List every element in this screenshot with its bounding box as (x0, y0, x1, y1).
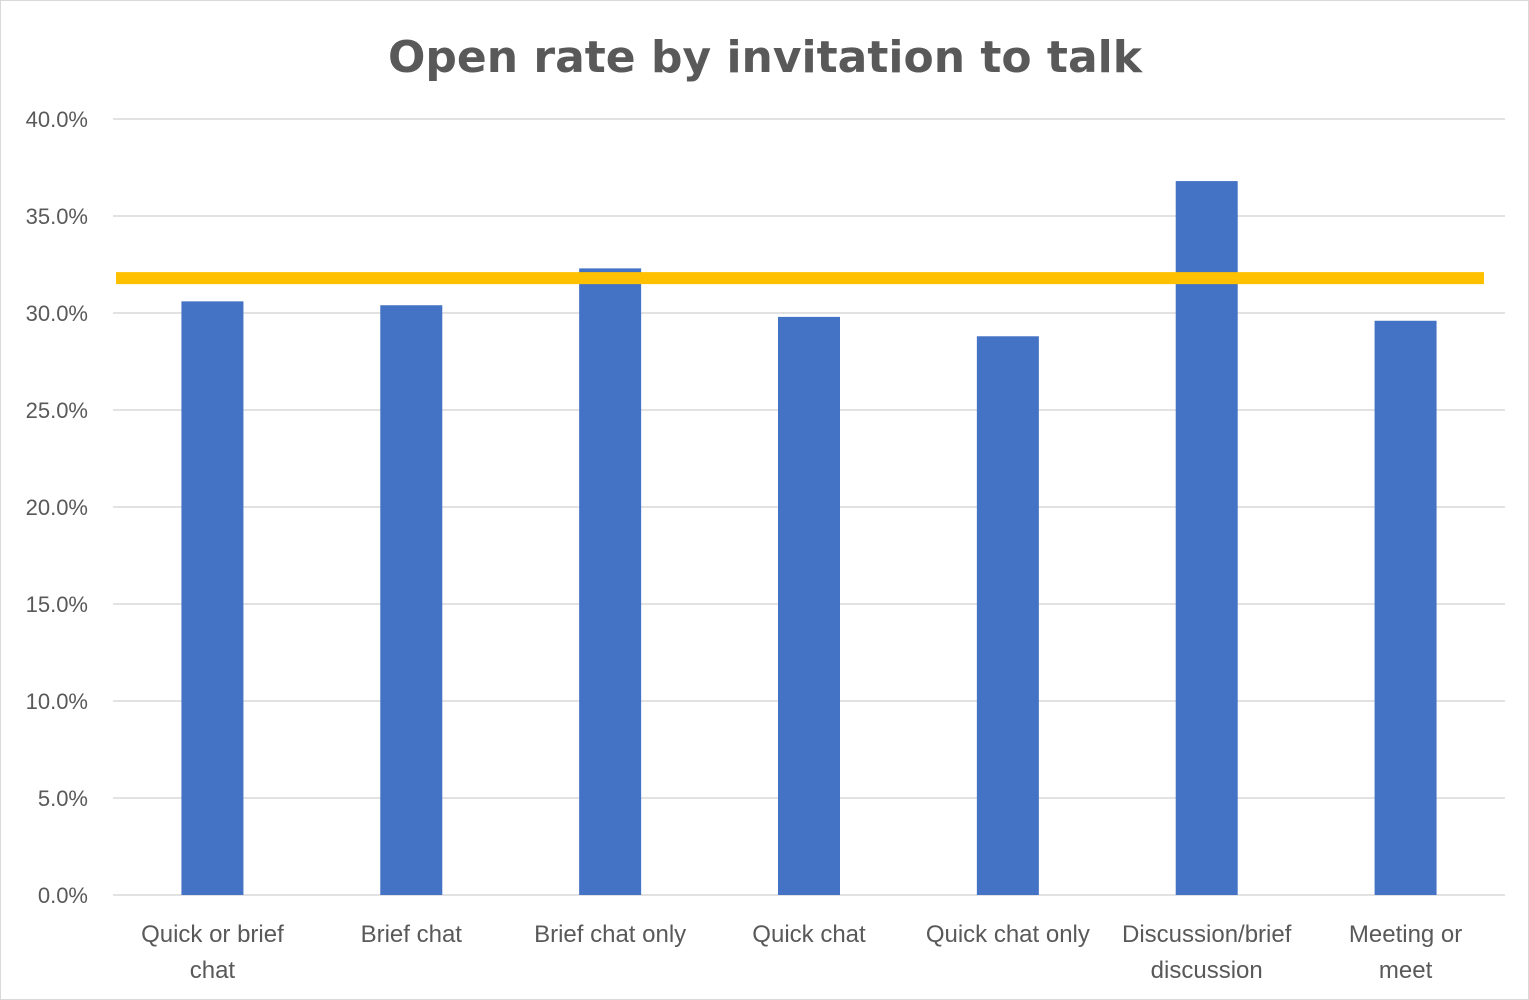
y-tick-label: 10.0% (26, 689, 88, 714)
y-axis-tick-labels: 0.0% 5.0% 10.0% 15.0% 20.0% 25.0% 30.0% 35.0% 40… (26, 107, 88, 908)
x-category-label: Brief chat only (534, 921, 686, 948)
x-axis-category-labels: Quick or brief chat Brief chat Brief chat o… (141, 921, 1462, 984)
x-category-label: chat (190, 957, 236, 984)
x-category-label: Quick chat (752, 921, 866, 948)
x-category-label: Quick chat only (926, 921, 1090, 948)
y-tick-label: 35.0% (26, 204, 88, 229)
bar (976, 336, 1039, 895)
bar (181, 301, 244, 895)
x-category-label: discussion (1151, 957, 1263, 984)
y-tick-label: 0.0% (38, 883, 88, 908)
bar (380, 305, 443, 895)
y-tick-label: 15.0% (26, 592, 88, 617)
x-category-label: meet (1379, 957, 1433, 984)
bar (1175, 181, 1238, 895)
x-category-label: Meeting or (1349, 921, 1462, 948)
bars (181, 181, 1437, 895)
bar (778, 316, 840, 895)
x-category-label: Brief chat (361, 921, 463, 948)
y-tick-label: 40.0% (26, 107, 88, 132)
y-tick-label: 5.0% (38, 786, 88, 811)
y-tick-label: 20.0% (26, 495, 88, 520)
y-tick-label: 25.0% (26, 398, 88, 423)
bar (1374, 320, 1437, 895)
bar (579, 268, 642, 895)
chart-title: Open rate by invitation to talk (388, 32, 1144, 83)
x-category-label: Quick or brief (141, 921, 284, 948)
y-tick-label: 30.0% (26, 301, 88, 326)
x-category-label: Discussion/brief (1122, 921, 1292, 948)
